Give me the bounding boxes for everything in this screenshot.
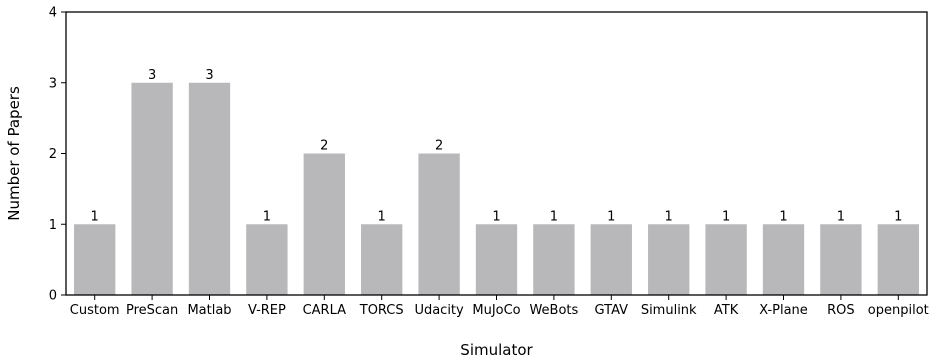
value-label: 1 (91, 209, 99, 224)
value-label: 1 (378, 209, 386, 224)
value-label: 1 (779, 209, 787, 224)
value-label: 1 (607, 209, 615, 224)
x-tick-label: Udacity (414, 303, 464, 318)
x-tick-label: V-REP (248, 303, 286, 318)
bar-atk (705, 224, 747, 295)
y-tick-label: 3 (49, 76, 57, 91)
x-tick-label: openpilot (868, 303, 929, 318)
x-tick-label: WeBots (529, 303, 578, 318)
value-label: 3 (205, 68, 213, 83)
value-label: 1 (722, 209, 730, 224)
bar-webots (533, 224, 575, 295)
bar-ros (820, 224, 862, 295)
x-tick-label: GTAV (595, 303, 629, 318)
value-label: 3 (148, 68, 156, 83)
x-tick-label: TORCS (359, 303, 404, 318)
x-tick-label: Matlab (187, 303, 231, 318)
y-tick-label: 2 (49, 147, 57, 162)
x-tick-label: ATK (714, 303, 739, 318)
x-tick-label: MuJoCo (472, 303, 520, 318)
bar-v-rep (246, 224, 288, 295)
bar-mujoco (475, 224, 518, 295)
plot-frame (65, 11, 928, 296)
value-label: 2 (435, 139, 443, 154)
y-ticks-layer: 0 1 2 3 4 (49, 6, 66, 304)
bar-carla (303, 153, 345, 295)
value-label: 1 (550, 209, 558, 224)
value-label: 1 (894, 209, 902, 224)
value-label: 1 (263, 209, 271, 224)
bar-x-plane (762, 224, 805, 295)
bar-simulink (648, 224, 690, 295)
x-tick-label: Simulink (641, 303, 697, 318)
value-label: 1 (665, 209, 673, 224)
y-axis-title: Number of Papers (5, 86, 23, 221)
x-tick-label: PreScan (126, 303, 178, 318)
value-label: 1 (837, 209, 845, 224)
x-tick-label: ROS (827, 303, 855, 318)
x-tick-label: CARLA (303, 303, 347, 318)
value-labels-layer: 1 3 3 1 2 1 2 1 1 1 1 1 1 1 1 (91, 68, 903, 225)
x-axis-title: Simulator (460, 341, 533, 359)
y-tick-label: 0 (49, 289, 57, 304)
bar-udacity (418, 153, 460, 295)
bar-matlab (188, 82, 231, 295)
x-ticks-layer: Custom PreScan Matlab V-REP CARLA TORCS Udacit… (70, 295, 929, 318)
y-tick-label: 1 (49, 218, 57, 233)
y-tick-label: 4 (49, 6, 57, 21)
bar-torcs (361, 224, 403, 295)
bar-openpilot (877, 224, 919, 295)
bars-layer (74, 82, 919, 295)
bar-gtav (590, 224, 632, 295)
value-label: 2 (320, 139, 328, 154)
x-tick-label: Custom (70, 303, 120, 318)
x-tick-label: X-Plane (759, 303, 808, 318)
value-label: 1 (492, 209, 500, 224)
bar-custom (74, 224, 116, 295)
bar-prescan (131, 82, 173, 295)
